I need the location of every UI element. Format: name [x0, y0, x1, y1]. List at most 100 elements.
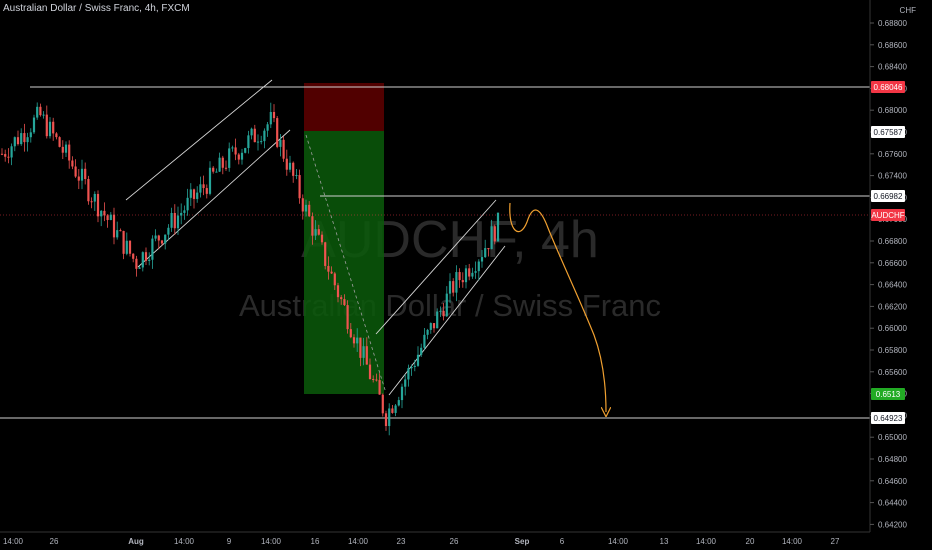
price-tick-label: 0.64400: [878, 499, 907, 508]
candle-body: [61, 146, 64, 153]
candle-body: [103, 210, 106, 216]
candle-body: [196, 192, 199, 199]
projection-path[interactable]: [509, 202, 606, 412]
candle-body: [39, 106, 42, 116]
time-tick-label: 23: [397, 537, 406, 546]
candle-body: [119, 230, 122, 232]
candle-body: [464, 268, 468, 283]
candle-body: [109, 214, 112, 221]
candle-body: [324, 242, 327, 266]
candle-body: [320, 234, 324, 243]
candle-body: [400, 386, 404, 401]
candle-body: [13, 137, 16, 147]
candle-body: [250, 128, 253, 136]
candle-body: [474, 271, 477, 273]
candle-body: [368, 364, 372, 380]
time-tick-label: 14:00: [696, 537, 717, 546]
candle-body: [298, 175, 301, 199]
candle-body: [429, 323, 432, 330]
price-tick-label: 0.66400: [878, 281, 907, 290]
price-tick-labels: 0.688000.686000.684000.682000.680000.678…: [870, 19, 907, 550]
candle-body: [202, 184, 205, 189]
candle-body: [77, 176, 80, 181]
candle-body: [452, 281, 455, 293]
candle-body: [64, 144, 68, 153]
candle-body: [288, 162, 292, 170]
candle-body: [106, 215, 109, 221]
candle-body: [144, 252, 148, 261]
time-axis[interactable]: [0, 532, 932, 550]
candle-body: [48, 121, 52, 137]
time-tick-label: 14:00: [608, 537, 629, 546]
candle-body: [55, 133, 58, 138]
take-profit-zone[interactable]: [304, 131, 384, 394]
candle-body: [493, 226, 496, 242]
candle-body: [0, 153, 4, 155]
candle-body: [442, 310, 445, 317]
candle-body: [87, 179, 90, 202]
candle-body: [308, 204, 311, 217]
time-tick-label: 9: [227, 537, 232, 546]
candle-body: [397, 400, 400, 406]
candle-body: [36, 106, 39, 118]
candle-body: [80, 168, 84, 181]
time-tick-label: 16: [311, 537, 320, 546]
candle-body: [388, 408, 391, 427]
candle-body: [458, 272, 461, 281]
time-tick-label: 14:00: [348, 537, 369, 546]
candle-body: [404, 379, 407, 387]
price-tags: 0.68046 0.67587 0.66982 AUDCHF 0.6513 0.64923: [871, 81, 905, 424]
candle-body: [276, 118, 279, 147]
candle-body: [128, 240, 132, 254]
candle-body: [151, 238, 154, 260]
candle-body: [455, 272, 458, 293]
candle-body: [164, 234, 167, 244]
candle-body: [23, 133, 26, 143]
time-tick-labels: 14:00 26 Aug 14:00 9 14:00 16 14:00 23 26 Sep 6 14:0…: [3, 537, 840, 546]
price-tick-label: 0.68400: [878, 63, 907, 72]
stop-loss-zone[interactable]: [304, 83, 384, 131]
candle-body: [384, 413, 388, 427]
candle-body: [420, 347, 423, 355]
candle-body: [125, 240, 128, 254]
candle-body: [260, 141, 263, 143]
candle-body: [333, 273, 336, 286]
candle-body: [148, 259, 151, 261]
time-tick-label: 20: [746, 537, 755, 546]
candle-body: [186, 197, 189, 211]
candle-body: [52, 121, 55, 134]
channel-1-lower[interactable]: [137, 129, 291, 268]
candle-body: [16, 137, 20, 145]
candle-body: [253, 128, 256, 143]
candle-body: [432, 323, 436, 329]
candle-body: [224, 167, 228, 169]
candle-body: [71, 160, 74, 167]
channel-1-upper[interactable]: [125, 79, 273, 201]
candle-body: [138, 267, 141, 269]
candle-body: [173, 212, 176, 229]
candle-body: [327, 265, 330, 272]
candle-body: [228, 148, 231, 168]
candle-body: [20, 133, 23, 145]
candle-body: [237, 154, 240, 160]
candle-body: [135, 258, 138, 269]
channel-2-upper[interactable]: [375, 199, 497, 335]
candlestick-series: [0, 102, 500, 436]
candle-body: [279, 139, 282, 147]
candle-body: [90, 201, 93, 203]
candle-body: [423, 334, 426, 348]
candle-body: [461, 280, 464, 283]
candle-body: [7, 156, 10, 158]
candle-body: [426, 329, 429, 335]
price-tick-label: 0.67600: [878, 150, 907, 159]
candle-body: [407, 368, 410, 380]
chart-header-title: Australian Dollar / Swiss Franc, 4h, FXC…: [3, 3, 190, 14]
time-tick-label: 27: [831, 537, 840, 546]
candle-body: [212, 167, 215, 172]
candle-body: [256, 141, 260, 143]
candle-body: [26, 137, 29, 143]
time-tick-label: 14:00: [261, 537, 282, 546]
time-tick-label: 26: [50, 537, 59, 546]
candle-body: [381, 394, 384, 414]
